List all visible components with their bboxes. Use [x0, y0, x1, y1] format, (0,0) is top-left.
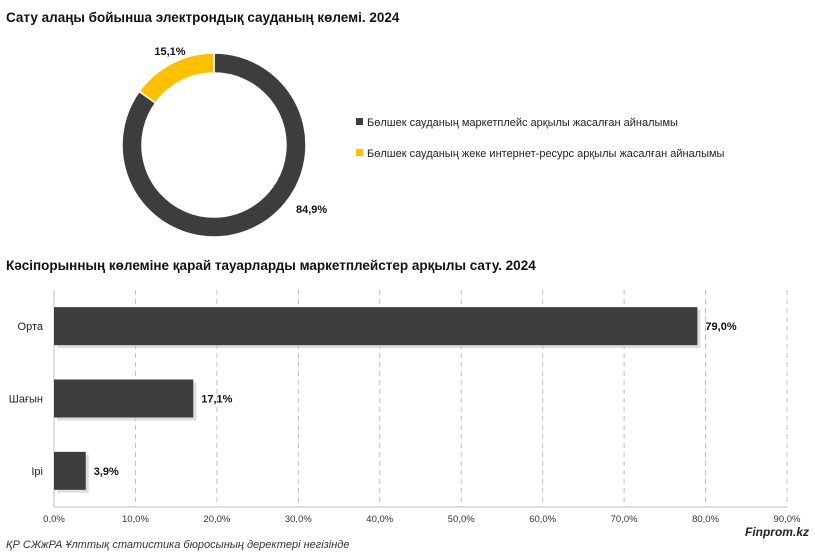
brand-logo-text: Finprom.kz	[744, 525, 809, 539]
donut-slice-0	[121, 52, 307, 238]
x-tick-label-70: 70,0%	[611, 514, 638, 525]
donut-data-label-1: 15,1%	[154, 46, 185, 58]
donut-chart-title: Сату алаңы бойынша электрондық сауданың …	[6, 10, 400, 25]
x-tick-label-90: 90,0%	[774, 514, 801, 525]
bar-data-label-2: 3,9%	[94, 466, 119, 478]
legend-label-marketplace: Бөлшек сауданың маркетплейс арқылы жасал…	[367, 117, 678, 129]
y-category-label-0: Орта	[18, 321, 44, 333]
legend-swatch-marketplace	[356, 118, 363, 125]
legend-item-own-website: Бөлшек сауданың жеке интернет-ресурс арқ…	[356, 148, 724, 160]
donut-chart: 84,9% 15,1%	[121, 46, 327, 238]
donut-slice-1	[138, 52, 215, 105]
bar-1	[54, 379, 194, 418]
x-tick-label-60: 60,0%	[529, 514, 556, 525]
x-tick-label-10: 10,0%	[122, 514, 149, 525]
x-tick-label-0: 0,0%	[43, 514, 65, 525]
legend-item-marketplace: Бөлшек сауданың маркетплейс арқылы жасал…	[356, 117, 678, 129]
donut-data-label-0: 84,9%	[296, 204, 327, 216]
y-category-label-1: Шағын	[9, 394, 43, 406]
bar-data-label-0: 79,0%	[705, 321, 736, 333]
x-tick-label-40: 40,0%	[366, 514, 393, 525]
y-category-label-2: Ірі	[31, 466, 43, 478]
bar-data-label-1: 17,1%	[201, 394, 232, 406]
legend-swatch-own-website	[356, 149, 363, 156]
x-tick-label-20: 20,0%	[203, 514, 230, 525]
legend-label-own-website: Бөлшек сауданың жеке интернет-ресурс арқ…	[367, 148, 725, 160]
bar-chart: 0,0% 10,0% 20,0% 30,0% 40,0% 50,0% 60,0% 70,0% 8…	[9, 290, 801, 525]
x-tick-label-50: 50,0%	[448, 514, 475, 525]
source-note: ҚР СЖжРА Ұлттық статистика бюросының дер…	[6, 539, 350, 551]
x-tick-label-80: 80,0%	[692, 514, 719, 525]
bar-2	[54, 451, 86, 490]
bar-chart-title: Кәсіпорынның көлеміне қарай тауарларды м…	[6, 258, 536, 273]
bar-0	[54, 307, 698, 346]
x-tick-label-30: 30,0%	[285, 514, 312, 525]
